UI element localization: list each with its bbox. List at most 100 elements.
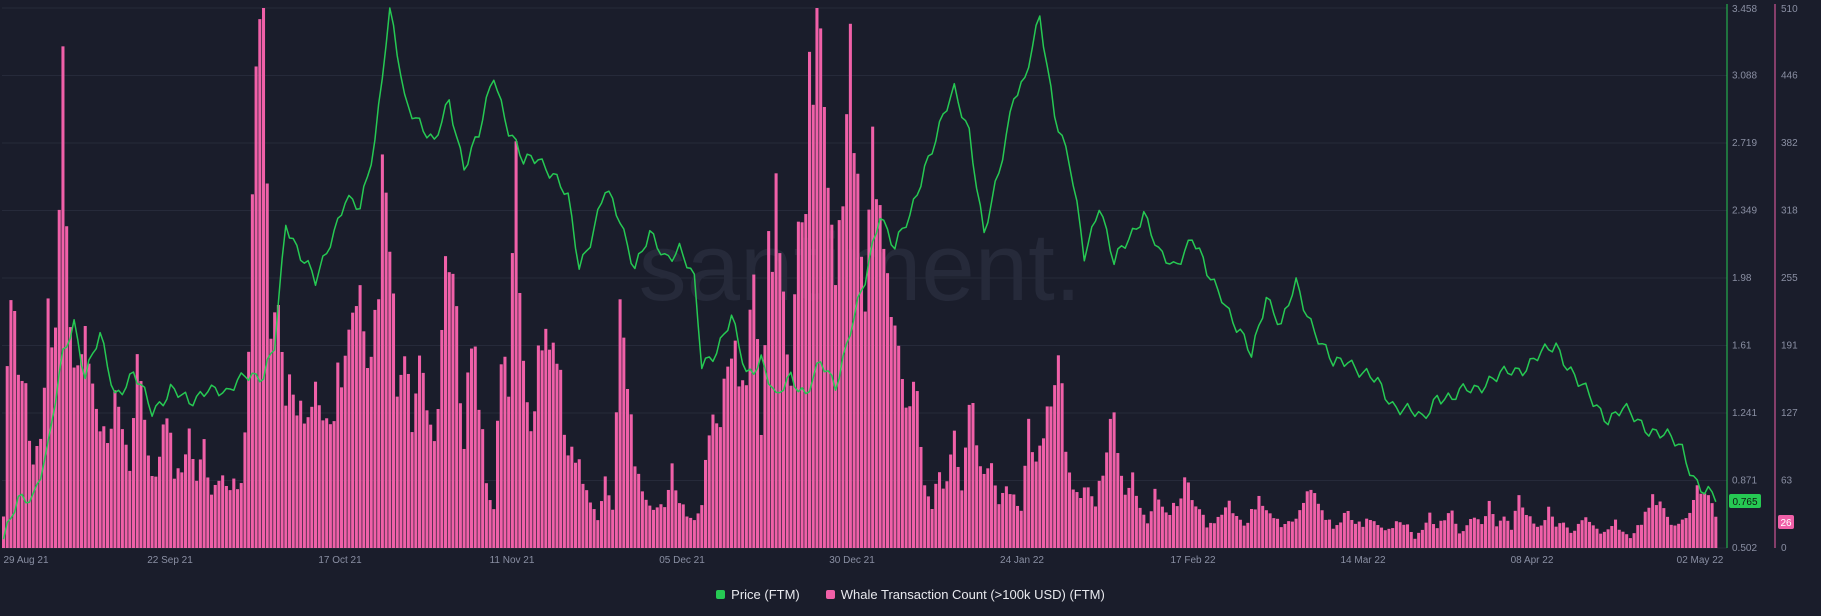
- whale-count-bar: [451, 273, 455, 548]
- whale-count-bar: [1290, 521, 1294, 548]
- whale-count-bar: [670, 463, 674, 548]
- whale-count-bar: [956, 466, 960, 548]
- whale-count-bar: [1324, 519, 1328, 548]
- whale-count-bar: [1190, 500, 1194, 548]
- whale-count-bar: [893, 325, 897, 548]
- whale-count-bar: [804, 214, 808, 549]
- whale-count-bar: [336, 362, 340, 548]
- whale-count-bar: [1394, 521, 1398, 548]
- whale-count-bar: [1692, 499, 1696, 548]
- whale-count-bar: [1331, 528, 1335, 548]
- whale-count-bar: [1302, 502, 1306, 548]
- whale-count-bar: [503, 356, 507, 548]
- whale-count-bar: [837, 220, 841, 548]
- x-tick-label: 17 Oct 21: [318, 555, 362, 566]
- whale-count-bar: [258, 19, 262, 548]
- whale-count-bar: [1710, 503, 1714, 548]
- price-swatch-icon: [716, 589, 726, 599]
- whale-count-bar: [808, 51, 812, 548]
- whale-count-bar: [1246, 522, 1250, 548]
- whale-count-bar: [106, 443, 110, 548]
- whale-count-bar: [117, 406, 121, 548]
- price-tick-label: 0.871: [1732, 476, 1757, 487]
- whale-count-bar: [1383, 530, 1387, 548]
- whale-count-bar: [652, 509, 656, 548]
- whale-count-bar: [1097, 480, 1101, 548]
- whale-count-bar: [202, 439, 206, 548]
- whale-count-bar: [975, 445, 979, 548]
- whale-count-bar: [1435, 528, 1439, 548]
- whale-count-bars: [2, 8, 1718, 549]
- whale-count-bar: [1186, 482, 1190, 548]
- whale-count-bar: [265, 183, 269, 548]
- whale-count-bar: [785, 354, 789, 548]
- whale-count-bar: [276, 304, 280, 548]
- whale-count-bar: [1651, 494, 1655, 548]
- whale-count-bar: [1565, 527, 1569, 548]
- whale-count-bar: [399, 374, 403, 548]
- whale-count-bar: [1242, 525, 1246, 548]
- whale-count-bar: [488, 500, 492, 548]
- whale-count-bar: [1034, 461, 1038, 548]
- whale-count-bar: [250, 194, 254, 548]
- whale-count-bar: [120, 429, 124, 548]
- x-tick-label: 29 Aug 21: [3, 555, 48, 566]
- whale-count-bar: [477, 409, 481, 548]
- price-tick-label: 1.241: [1732, 408, 1757, 419]
- whale-count-bar: [195, 480, 199, 548]
- whale-count-bar: [815, 8, 819, 548]
- whale-count-bar: [436, 409, 440, 548]
- whale-count-bar: [1209, 522, 1213, 548]
- whale-count-bar: [1339, 522, 1343, 548]
- whale-count-bar: [819, 28, 823, 549]
- whale-count-bar: [637, 473, 641, 548]
- whale-count-bar: [1673, 525, 1677, 548]
- whale-count-bar: [1090, 496, 1094, 548]
- whale-count-bar: [1524, 514, 1528, 548]
- whale-count-bar: [1539, 525, 1543, 548]
- whale-count-bar: [1016, 505, 1020, 548]
- x-tick-label: 30 Dec 21: [829, 555, 875, 566]
- whale-count-bar: [169, 432, 173, 548]
- whale-count-bar: [997, 504, 1001, 548]
- whale-count-bar: [971, 403, 975, 548]
- whale-count-bar: [1313, 493, 1317, 548]
- whale-count-bar: [1621, 531, 1625, 548]
- whale-count-bar: [1643, 511, 1647, 548]
- whale-count-bar: [184, 454, 188, 548]
- price-tick-label: 1.98: [1732, 273, 1752, 284]
- whale-count-bar: [1446, 513, 1450, 548]
- whale-count-bar: [1562, 522, 1566, 548]
- whale-count-bar: [191, 459, 195, 548]
- whale-count-bar: [1112, 412, 1116, 548]
- whale-count-bar: [1038, 445, 1042, 548]
- whale-count-bar: [737, 386, 741, 548]
- whale-count-bar: [544, 328, 548, 548]
- whale-count-bar: [440, 329, 444, 548]
- whale-count-bar: [154, 476, 158, 548]
- whale-count-bar: [570, 446, 574, 548]
- whale-count-bar: [458, 403, 462, 548]
- whale-count-bar: [1116, 453, 1120, 548]
- x-tick-label: 17 Feb 22: [1170, 555, 1215, 566]
- whale-count-bar: [224, 485, 228, 548]
- whale-count-bar: [1506, 520, 1510, 548]
- whale-count-bar: [696, 513, 700, 548]
- whale-count-bar: [1268, 513, 1272, 548]
- whale-count-bar: [1250, 509, 1254, 548]
- whale-count-bar: [912, 381, 916, 548]
- x-tick-label: 02 May 22: [1677, 555, 1724, 566]
- legend-item-whale-count[interactable]: Whale Transaction Count (>100k USD) (FTM…: [825, 587, 1105, 602]
- whale-count-bar: [406, 373, 410, 548]
- whale-count-bar: [109, 428, 113, 548]
- legend-item-price[interactable]: Price (FTM): [716, 587, 800, 602]
- whale-count-bar: [377, 299, 381, 548]
- whale-count-bar: [685, 516, 689, 548]
- whale-count-bar: [1335, 525, 1339, 548]
- price-line: [2, 7, 1717, 540]
- whale-count-bar: [1082, 487, 1086, 548]
- whale-count-bar: [98, 431, 102, 548]
- whale-count-bar: [1536, 526, 1540, 548]
- whale-count-bar: [1264, 510, 1268, 548]
- whale-count-bar: [124, 444, 128, 548]
